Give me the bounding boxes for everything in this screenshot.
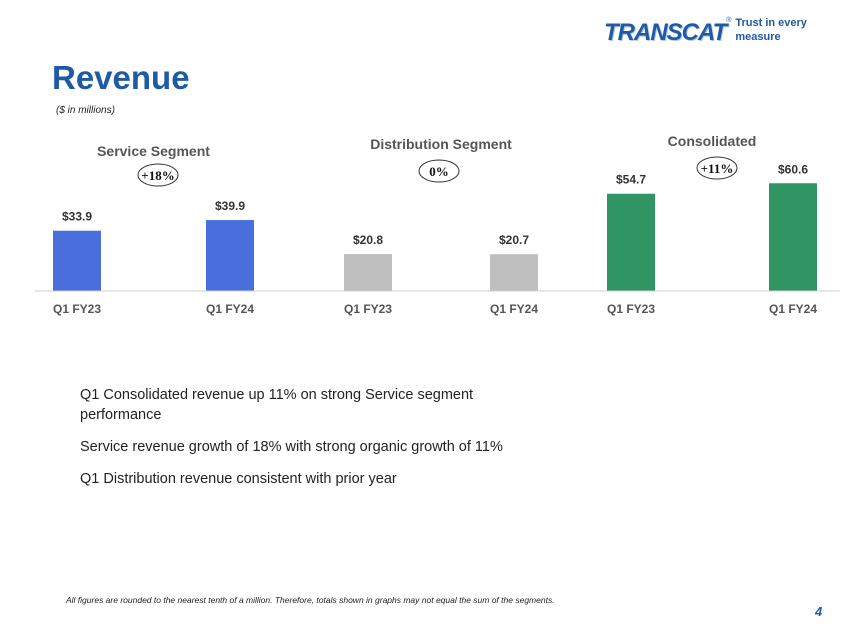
bar <box>607 193 655 291</box>
bar-value-label: $20.7 <box>499 233 529 247</box>
highlights-list: Q1 Consolidated revenue up 11% on strong… <box>80 385 550 501</box>
transcat-logo: TRANSCAT ® Trust in every measure <box>604 15 849 45</box>
segment-title: Service Segment <box>97 143 210 159</box>
bar-value-label: $39.9 <box>215 199 245 213</box>
bar <box>769 183 817 291</box>
units-note: ($ in millions) <box>56 105 115 116</box>
category-label: Q1 FY23 <box>53 302 101 316</box>
category-label: Q1 FY24 <box>490 302 538 316</box>
growth-oval <box>137 163 179 187</box>
bar <box>490 254 538 291</box>
highlight-consolidated: Q1 Consolidated revenue up 11% on strong… <box>80 387 474 423</box>
revenue-bar-chart: Service Segment +18% $33.9 Q1 FY23 $39.9 Q1 F… <box>35 133 840 316</box>
bar-value-label: $33.9 <box>62 210 92 224</box>
logo-wordmark: TRANSCAT <box>604 19 727 46</box>
logo-tagline: Trust in every measure <box>735 17 807 43</box>
growth-oval <box>696 156 738 180</box>
bar <box>344 254 392 291</box>
highlight-distribution: Q1 Distribution revenue consistent with … <box>80 471 397 487</box>
segment-title: Distribution Segment <box>370 136 512 152</box>
category-label: Q1 FY24 <box>769 302 817 316</box>
growth-label: 0% <box>429 164 449 179</box>
growth-oval <box>418 159 460 183</box>
page-number: 4 <box>815 604 823 619</box>
growth-label: +18% <box>141 168 174 183</box>
logo-registered-mark: ® <box>726 17 732 24</box>
highlight-service: Service revenue growth of 18% with stron… <box>80 439 503 455</box>
category-label: Q1 FY24 <box>206 302 254 316</box>
category-label: Q1 FY23 <box>344 302 392 316</box>
page-title: Revenue <box>52 59 190 96</box>
category-label: Q1 FY23 <box>607 302 655 316</box>
bar <box>53 230 101 291</box>
segment-title: Consolidated <box>668 133 757 149</box>
bar-value-label: $54.7 <box>616 173 646 187</box>
bar-value-label: $60.6 <box>778 162 808 176</box>
bar-value-label: $20.8 <box>353 233 383 247</box>
rounding-footnote: All figures are rounded to the nearest t… <box>66 595 555 605</box>
growth-label: +11% <box>701 161 734 176</box>
bar <box>206 220 254 291</box>
